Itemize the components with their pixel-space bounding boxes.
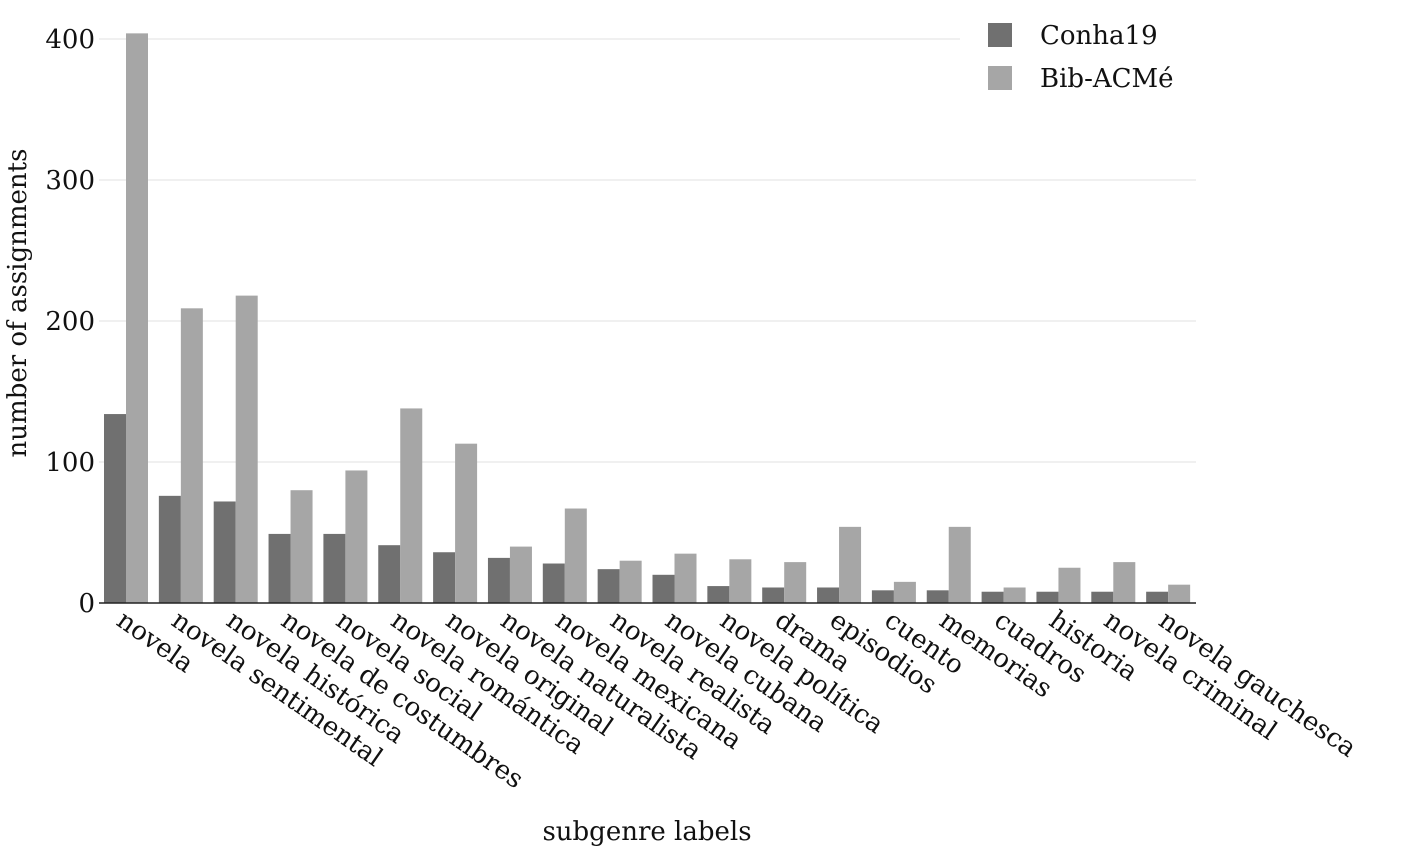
bar — [784, 562, 807, 603]
y-tick-labels: 0 100 200 300 400 — [45, 25, 95, 619]
y-tick-label: 300 — [45, 166, 95, 196]
bar — [1058, 567, 1081, 603]
bar — [126, 33, 148, 604]
y-tick-label: 400 — [45, 25, 95, 55]
bar — [652, 574, 675, 603]
legend-swatch — [988, 23, 1012, 47]
bar — [509, 546, 532, 603]
x-axis-label: subgenre labels — [542, 817, 751, 847]
bar — [707, 586, 730, 603]
bar — [1091, 591, 1114, 603]
bar — [619, 560, 642, 603]
bar — [564, 508, 587, 603]
legend-label: Bib-ACMé — [1040, 64, 1174, 94]
bar — [1113, 562, 1136, 603]
bar — [290, 490, 313, 603]
bar — [839, 526, 862, 603]
bar — [762, 587, 785, 603]
bar — [400, 408, 423, 603]
legend-swatch — [988, 66, 1012, 90]
grid-lines — [99, 38, 1196, 463]
bar — [378, 545, 401, 603]
legend: Conha19 Bib-ACMé — [988, 21, 1174, 94]
bar — [981, 591, 1004, 603]
bar — [1003, 587, 1026, 603]
bar — [1168, 584, 1191, 603]
bar — [433, 552, 456, 603]
bar — [674, 553, 697, 603]
bar — [597, 569, 620, 603]
bar — [268, 533, 291, 603]
bar — [948, 526, 971, 603]
bar — [817, 587, 840, 603]
bars — [104, 33, 1191, 604]
y-tick-label: 100 — [45, 448, 95, 478]
bar — [893, 581, 916, 603]
y-tick-label: 200 — [45, 307, 95, 337]
bar — [213, 501, 236, 603]
y-axis-label: number of assignments — [3, 149, 33, 458]
legend-label: Conha19 — [1040, 21, 1158, 51]
bar — [455, 443, 478, 603]
bar — [180, 308, 203, 603]
bar — [871, 590, 894, 603]
bar — [487, 557, 510, 603]
y-tick-label: 0 — [78, 589, 95, 619]
bar — [235, 295, 258, 603]
bar — [1036, 591, 1059, 603]
bar — [104, 414, 126, 603]
bar — [729, 559, 752, 603]
bar — [323, 533, 346, 603]
bar — [926, 590, 949, 603]
bar — [1146, 591, 1169, 603]
bar — [542, 563, 565, 603]
bar — [345, 470, 368, 603]
bar — [158, 495, 181, 603]
